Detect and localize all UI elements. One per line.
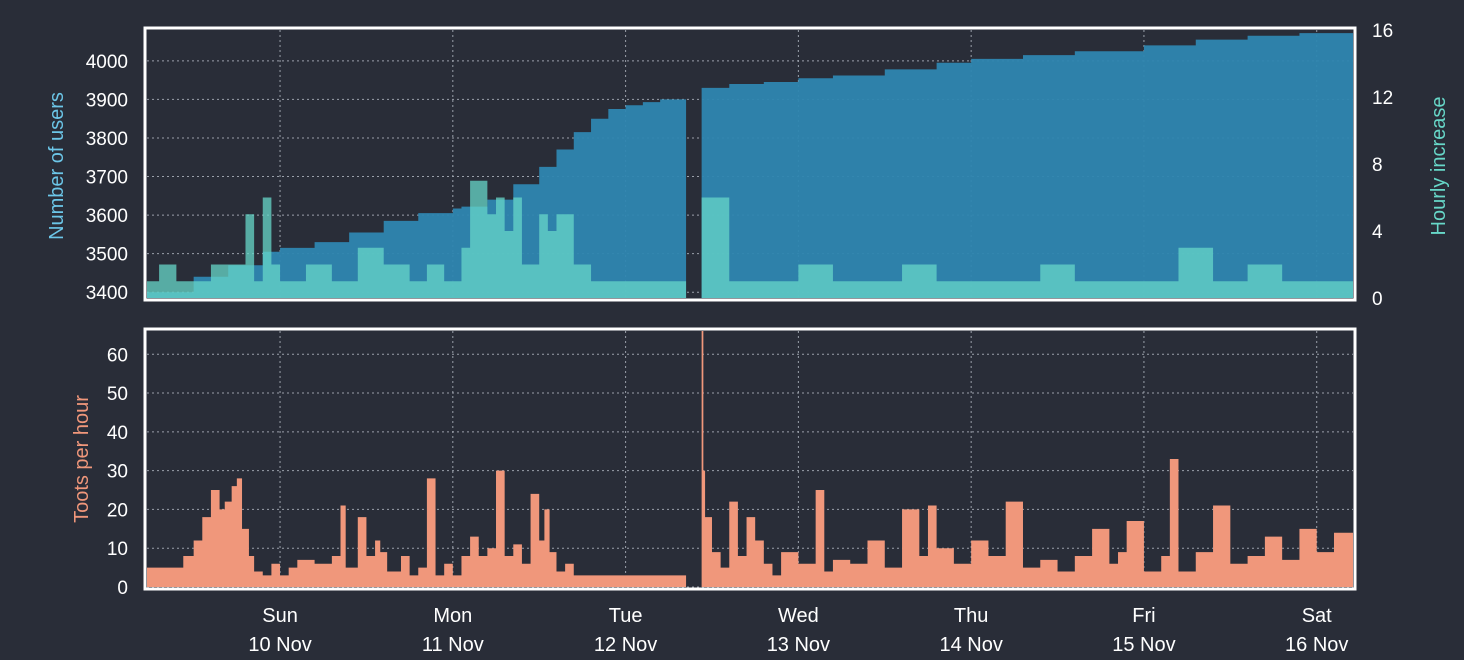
y-tick-label: 3900 bbox=[86, 90, 128, 111]
x-tick-day: Tue bbox=[609, 605, 643, 627]
toots-y-axis-label: Toots per hour bbox=[71, 395, 93, 523]
x-tick-day: Mon bbox=[433, 605, 472, 627]
toots-chart: 0 10 20 30 40 50 60 Toots per hour bbox=[71, 327, 1357, 599]
users-y-axis-label: Number of users bbox=[46, 92, 68, 240]
x-axis-ticks: Sun 10 Nov Mon 11 Nov Tue 12 Nov Wed 13 Nov Thu 1… bbox=[248, 605, 1348, 656]
toots-series-area bbox=[147, 331, 1353, 587]
y-tick-label: 4000 bbox=[86, 52, 128, 73]
hourly-increase-series-area bbox=[147, 180, 1353, 298]
y-tick-label: 3700 bbox=[86, 168, 128, 189]
users-chart: 3400 3500 3600 3700 3800 3900 4000 0 4 8 12 16 Num… bbox=[46, 21, 1450, 310]
x-tick-date: 12 Nov bbox=[594, 634, 657, 656]
x-tick-date: 14 Nov bbox=[939, 634, 1002, 656]
y-tick-label: 8 bbox=[1372, 155, 1383, 176]
y-tick-label: 3800 bbox=[86, 129, 128, 150]
y-tick-label: 0 bbox=[117, 578, 128, 599]
x-tick-date: 15 Nov bbox=[1112, 634, 1175, 656]
y-tick-label: 0 bbox=[1372, 289, 1383, 310]
x-tick-day: Fri bbox=[1132, 605, 1155, 627]
y-tick-label: 40 bbox=[107, 423, 128, 444]
hourly-y-ticks: 0 4 8 12 16 bbox=[1372, 21, 1393, 310]
users-chart-frame bbox=[143, 26, 1357, 302]
users-marks bbox=[147, 30, 1353, 298]
toots-y-ticks: 0 10 20 30 40 50 60 bbox=[107, 345, 128, 599]
y-tick-label: 10 bbox=[107, 539, 128, 560]
x-tick-date: 11 Nov bbox=[422, 634, 484, 656]
x-tick-day: Wed bbox=[778, 605, 819, 627]
users-series-area bbox=[147, 30, 1353, 298]
hourly-y-axis-label: Hourly increase bbox=[1428, 97, 1450, 236]
y-tick-label: 16 bbox=[1372, 21, 1393, 42]
x-tick-day: Thu bbox=[954, 605, 988, 627]
y-tick-label: 20 bbox=[107, 500, 128, 521]
y-tick-label: 60 bbox=[107, 345, 128, 366]
x-tick-date: 16 Nov bbox=[1285, 634, 1348, 656]
y-tick-label: 12 bbox=[1372, 88, 1393, 109]
y-tick-label: 50 bbox=[107, 384, 128, 405]
y-tick-label: 3400 bbox=[86, 283, 128, 304]
toots-chart-frame bbox=[143, 327, 1357, 591]
x-tick-date: 13 Nov bbox=[767, 634, 830, 656]
y-tick-label: 30 bbox=[107, 462, 128, 483]
y-tick-label: 4 bbox=[1372, 222, 1383, 243]
y-tick-label: 3500 bbox=[86, 245, 128, 266]
users-y-ticks: 3400 3500 3600 3700 3800 3900 4000 bbox=[86, 52, 128, 304]
x-tick-day: Sat bbox=[1302, 605, 1332, 627]
toots-marks bbox=[147, 331, 1353, 587]
x-tick-date: 10 Nov bbox=[248, 634, 311, 656]
y-tick-label: 3600 bbox=[86, 206, 128, 227]
x-tick-day: Sun bbox=[262, 605, 298, 627]
